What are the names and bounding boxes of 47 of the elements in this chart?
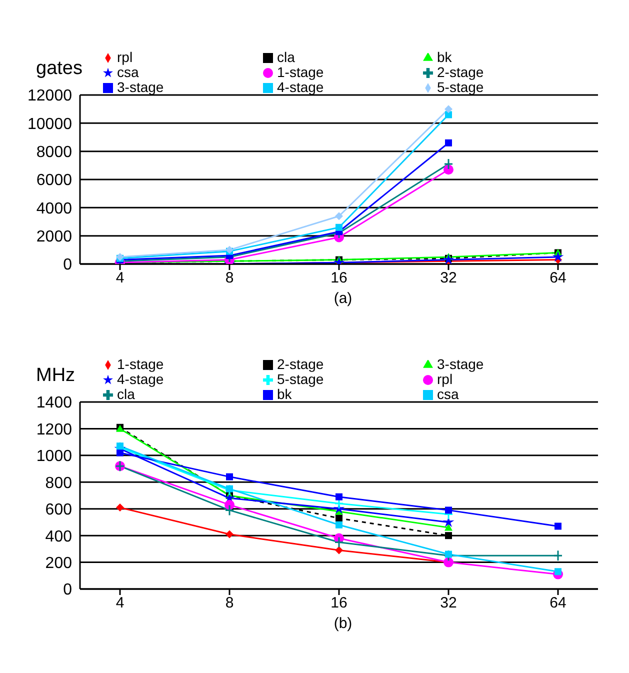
x-tick-label: 64 (550, 594, 566, 612)
y-tick-label: 12000 (28, 88, 72, 105)
legend-label: 2-stage (437, 64, 484, 80)
x-tick-label: 32 (440, 594, 457, 612)
legend-label: 2-stage (277, 356, 324, 372)
y-tick-label: 800 (45, 474, 72, 492)
x-tick-label: 64 (550, 270, 566, 287)
legend-label: 4-stage (117, 371, 164, 387)
x-axis-title: (a) (332, 290, 354, 307)
y-tick-label: 2000 (36, 228, 72, 246)
x-tick-label: 8 (225, 594, 234, 612)
y-tick-label: 1400 (36, 394, 72, 412)
y-axis-title: MHz (36, 365, 76, 387)
legend-label: 1-stage (117, 356, 164, 372)
y-tick-label: 1000 (36, 448, 72, 466)
legend-label: 5-stage (277, 371, 324, 387)
legend-label: bk (277, 386, 292, 402)
legend-label: 3-stage (117, 79, 164, 95)
legend-label: rpl (117, 49, 133, 65)
y-tick-label: 1200 (36, 421, 72, 438)
y-tick-label: 4000 (36, 200, 72, 218)
legend-label: cla (277, 49, 295, 65)
legend-label: 3-stage (437, 356, 484, 372)
legend-label: rpl (437, 371, 453, 387)
y-axis-title: gates (36, 58, 82, 80)
y-tick-label: 0 (63, 256, 72, 274)
y-tick-label: 600 (45, 502, 72, 519)
x-tick-label: 8 (225, 270, 234, 287)
y-tick-label: 0 (63, 582, 72, 599)
legend-label: csa (437, 386, 459, 402)
x-axis-title: (b) (332, 615, 354, 632)
x-tick-label: 4 (116, 270, 124, 287)
x-tick-label: 4 (116, 594, 124, 612)
x-tick-label: 16 (330, 594, 348, 612)
legend-label: cla (117, 386, 135, 402)
y-tick-label: 400 (45, 528, 72, 546)
legend-label: bk (437, 49, 452, 65)
legend-label: 4-stage (277, 79, 324, 95)
y-tick-label: 6000 (36, 172, 72, 190)
x-tick-label: 16 (330, 270, 348, 287)
y-tick-label: 10000 (28, 116, 72, 133)
y-tick-label: 8000 (36, 144, 72, 162)
legend-label: csa (117, 64, 139, 80)
legend-label: 1-stage (277, 64, 324, 80)
y-tick-label: 200 (45, 554, 72, 572)
legend-label: 5-stage (437, 79, 484, 95)
x-tick-label: 32 (440, 270, 457, 287)
